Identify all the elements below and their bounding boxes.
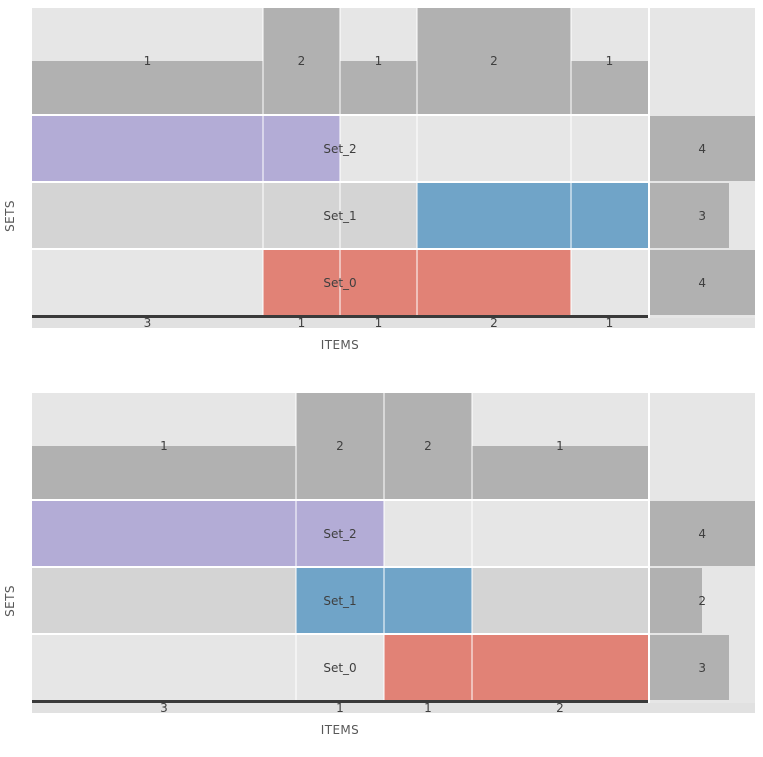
set-size-bar <box>649 568 703 633</box>
column-bar <box>296 393 384 499</box>
set-size-bar <box>649 183 729 248</box>
supervenn-chart-bottom: 1 2 2 1 Set_2 4 Set_1 2 Set_0 3 3 1 1 2 ITEMS SETS <box>0 385 763 757</box>
cell-separator <box>570 250 572 315</box>
set-cell <box>417 183 571 248</box>
cell-separator <box>295 635 297 700</box>
set-cell <box>263 116 340 181</box>
x-axis-title: ITEMS <box>320 338 360 352</box>
cell-separator <box>383 568 385 633</box>
cell-separator <box>471 568 473 633</box>
cell-separator <box>416 183 418 248</box>
column-separator <box>262 8 264 114</box>
cell-separator <box>416 250 418 315</box>
cell-separator <box>262 116 264 181</box>
set-cell <box>340 250 417 315</box>
cell-separator <box>383 501 385 566</box>
column-bar <box>32 446 296 499</box>
cell-separator <box>570 183 572 248</box>
x-axis-strip <box>32 317 755 328</box>
column-bar <box>340 61 417 114</box>
column-bar <box>417 8 571 114</box>
set-cell <box>263 250 340 315</box>
cell-separator <box>339 250 341 315</box>
column-bar <box>472 446 648 499</box>
cell-separator <box>339 183 341 248</box>
cell-separator <box>262 250 264 315</box>
y-axis-title: SETS <box>3 199 17 232</box>
set-size-bar <box>649 635 729 700</box>
column-bar <box>263 8 340 114</box>
set-cell <box>32 501 296 566</box>
column-separator <box>570 8 572 114</box>
cell-separator <box>339 116 341 181</box>
supervenn-chart-top: 1 2 1 2 1 Set_2 4 Set_1 3 Set_0 4 3 1 1 2 1 ITEMS SETS <box>0 0 763 372</box>
cell-separator <box>416 116 418 181</box>
set-size-bar <box>649 116 755 181</box>
cell-separator <box>262 183 264 248</box>
column-separator <box>416 8 418 114</box>
column-separator <box>383 393 385 499</box>
set-cell <box>571 183 648 248</box>
set-size-bar <box>649 501 755 566</box>
x-axis-title: ITEMS <box>320 723 360 737</box>
cell-separator <box>383 635 385 700</box>
column-bar <box>571 61 648 114</box>
cell-separator <box>570 116 572 181</box>
set-cell <box>296 568 384 633</box>
set-size-bar <box>649 250 755 315</box>
column-bar <box>384 393 472 499</box>
y-axis-title: SETS <box>3 584 17 617</box>
x-axis-line <box>32 700 648 703</box>
x-axis-line <box>32 315 648 318</box>
set-cell <box>32 116 263 181</box>
set-cell <box>384 568 472 633</box>
cell-separator <box>295 501 297 566</box>
cell-separator <box>295 568 297 633</box>
set-cell <box>296 501 384 566</box>
x-axis-strip <box>32 702 755 713</box>
set-cell <box>384 635 472 700</box>
set-cell <box>417 250 571 315</box>
column-separator <box>295 393 297 499</box>
set-cell <box>472 635 648 700</box>
cell-separator <box>471 635 473 700</box>
cell-separator <box>471 501 473 566</box>
column-bar <box>32 61 263 114</box>
column-separator <box>471 393 473 499</box>
column-separator <box>339 8 341 114</box>
